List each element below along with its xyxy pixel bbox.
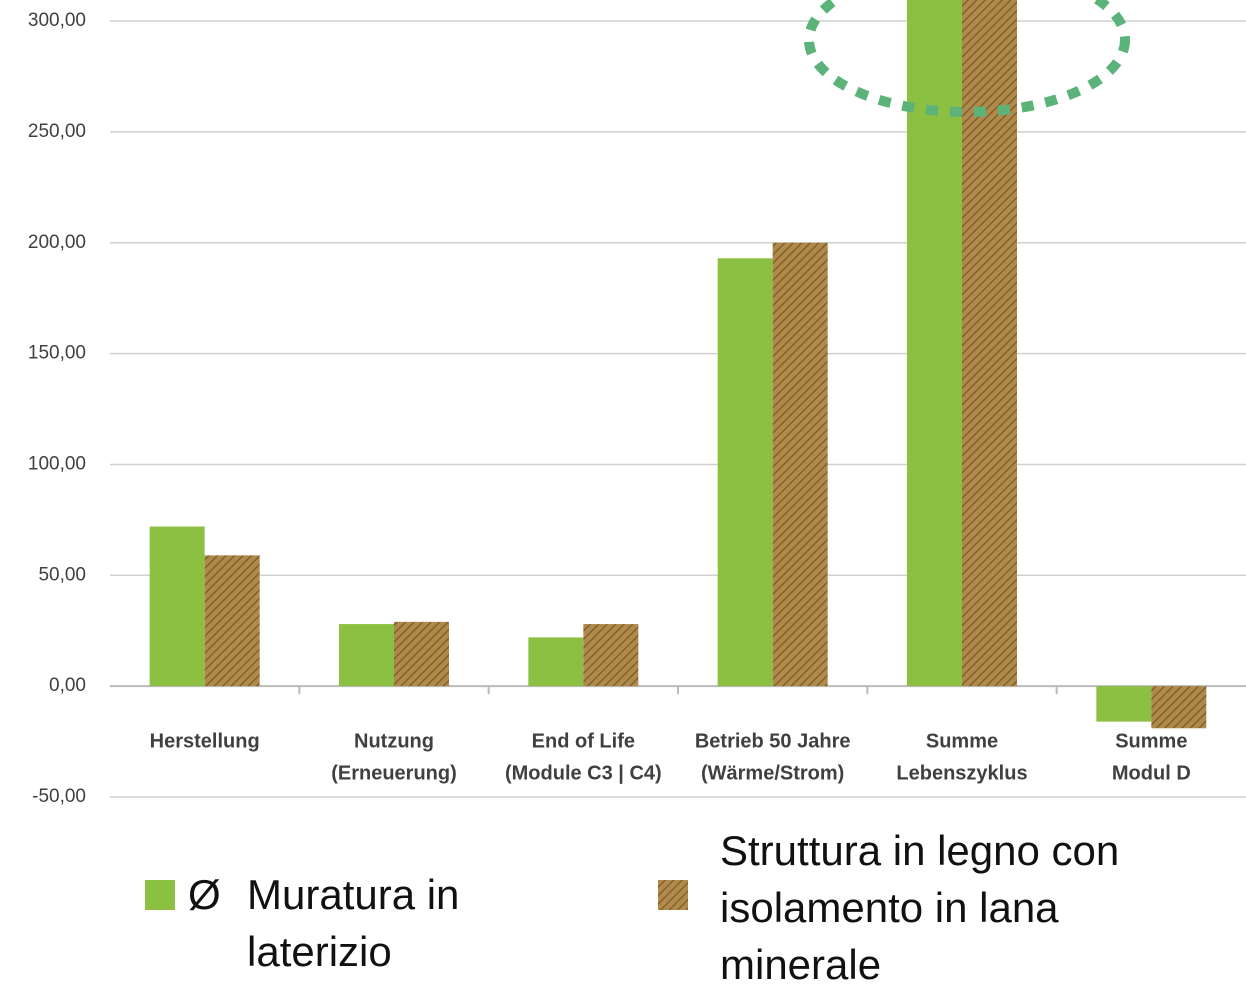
bar [149, 526, 205, 687]
bar [528, 637, 584, 687]
bar [339, 624, 394, 687]
y-tick-label: 150,00 [28, 343, 86, 364]
bar [394, 621, 449, 687]
y-tick-label: -50,00 [32, 786, 86, 807]
bar [962, 0, 1017, 687]
plot: -50,00 0,00 50,00 100,00 150,00 200,00 250,00 3… [28, 0, 1246, 910]
x-tick-label: Lebenszyklus [896, 762, 1027, 784]
bar [583, 624, 639, 687]
bar [204, 555, 260, 687]
bar [1096, 686, 1152, 722]
y-tick-label: 50,00 [38, 564, 86, 585]
bar [907, 0, 962, 687]
x-tick-label: Summe [926, 730, 998, 752]
y-tick-label: 250,00 [28, 121, 86, 142]
y-tick-label: 300,00 [28, 10, 86, 31]
y-tick-label: 0,00 [49, 675, 86, 696]
x-tick-label: (Wärme/Strom) [701, 762, 844, 784]
legend-label: Muratura in laterizio [247, 871, 460, 975]
bar [717, 258, 773, 687]
y-tick-label: 200,00 [28, 232, 86, 253]
x-tick-label: (Erneuerung) [331, 762, 457, 784]
legend-marker-text: Ø [188, 871, 221, 918]
x-tick-label: Summe [1115, 730, 1187, 752]
y-tick-label: 100,00 [28, 453, 86, 474]
x-tick-label: Nutzung [354, 730, 434, 752]
highlight-ellipse [804, 0, 1130, 117]
x-tick-label: End of Life [532, 730, 635, 752]
legend-label: Struttura in legno con isolamento in lan… [720, 827, 1120, 988]
bar [1151, 686, 1207, 729]
legend-swatch [658, 880, 688, 910]
x-tick-label: (Module C3 | C4) [505, 762, 662, 784]
legend-swatch [145, 880, 175, 910]
x-tick-label: Betrieb 50 Jahre [695, 730, 851, 752]
x-tick-label: Herstellung [150, 730, 260, 752]
x-tick-label: Modul D [1112, 762, 1191, 784]
bar [772, 242, 828, 687]
